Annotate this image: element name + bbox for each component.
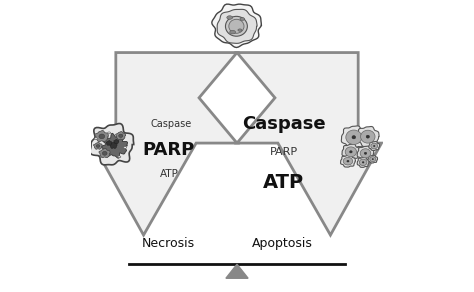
Text: ATP: ATP <box>160 169 179 179</box>
Ellipse shape <box>99 134 105 139</box>
Ellipse shape <box>371 143 378 149</box>
Ellipse shape <box>370 157 376 161</box>
Ellipse shape <box>227 16 233 19</box>
Ellipse shape <box>362 161 364 163</box>
Ellipse shape <box>349 151 352 153</box>
Polygon shape <box>340 155 356 167</box>
Ellipse shape <box>96 145 100 147</box>
Text: Apoptosis: Apoptosis <box>252 237 313 250</box>
Ellipse shape <box>102 151 107 155</box>
Ellipse shape <box>94 138 98 140</box>
Polygon shape <box>212 4 262 48</box>
Ellipse shape <box>347 160 349 162</box>
Ellipse shape <box>345 147 356 157</box>
Ellipse shape <box>226 16 247 36</box>
Polygon shape <box>341 126 366 148</box>
Ellipse shape <box>124 147 127 148</box>
Ellipse shape <box>229 19 244 33</box>
Polygon shape <box>226 264 248 278</box>
Text: Caspase: Caspase <box>242 115 326 133</box>
Polygon shape <box>95 131 109 142</box>
Ellipse shape <box>238 29 242 31</box>
Ellipse shape <box>108 132 110 134</box>
Polygon shape <box>90 124 134 165</box>
Ellipse shape <box>118 156 121 158</box>
Polygon shape <box>114 139 119 144</box>
Polygon shape <box>217 9 257 43</box>
Ellipse shape <box>118 134 123 138</box>
Ellipse shape <box>346 130 362 145</box>
Ellipse shape <box>374 145 375 147</box>
Polygon shape <box>92 53 237 235</box>
Ellipse shape <box>359 159 367 166</box>
Text: Caspase: Caspase <box>151 119 192 129</box>
Polygon shape <box>99 148 110 158</box>
Ellipse shape <box>240 18 245 20</box>
Polygon shape <box>106 140 112 145</box>
Ellipse shape <box>361 130 375 143</box>
Ellipse shape <box>364 152 367 154</box>
Polygon shape <box>93 142 102 149</box>
Text: Necrosis: Necrosis <box>142 237 195 250</box>
Text: PARP: PARP <box>142 141 194 159</box>
Polygon shape <box>342 144 360 159</box>
Polygon shape <box>109 142 117 148</box>
Ellipse shape <box>343 157 353 165</box>
Ellipse shape <box>360 149 371 158</box>
Polygon shape <box>102 133 128 158</box>
Polygon shape <box>357 146 374 160</box>
Polygon shape <box>357 157 369 167</box>
Polygon shape <box>369 142 380 150</box>
Ellipse shape <box>352 135 356 139</box>
Polygon shape <box>237 53 382 235</box>
Polygon shape <box>368 155 378 163</box>
Polygon shape <box>116 131 126 140</box>
Ellipse shape <box>372 159 374 160</box>
Polygon shape <box>356 126 379 147</box>
Text: ATP: ATP <box>263 173 304 192</box>
Text: PARP: PARP <box>270 147 298 157</box>
Ellipse shape <box>366 135 369 138</box>
Ellipse shape <box>230 30 236 34</box>
